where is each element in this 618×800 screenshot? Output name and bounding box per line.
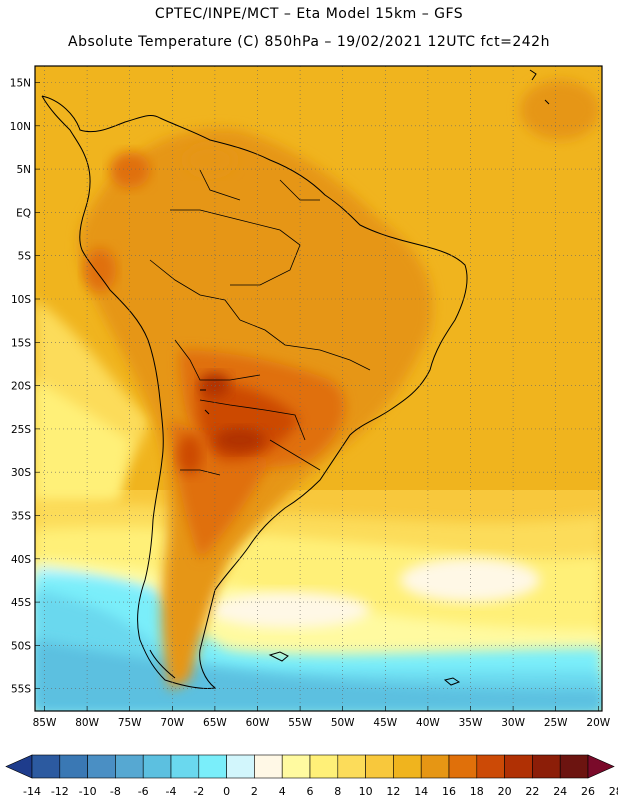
colorbar-label: 12: [386, 785, 400, 798]
colorbar-swatch: [115, 754, 144, 779]
colorbar-label: -2: [193, 785, 204, 798]
lon-label: 30W: [501, 717, 525, 729]
lat-label: 45S: [11, 597, 31, 609]
lon-label: 40W: [416, 717, 440, 729]
lat-label: 10N: [10, 121, 31, 133]
colorbar-label: 24: [553, 785, 567, 798]
lat-label: 20S: [11, 381, 31, 393]
colorbar-label: 16: [442, 785, 456, 798]
lat-label: 25S: [11, 424, 31, 436]
colorbar-label: 6: [307, 785, 314, 798]
colorbar-swatch: [476, 754, 505, 779]
lon-label: 25W: [544, 717, 568, 729]
colorbar-swatch: [337, 754, 366, 779]
lon-label: 70W: [160, 717, 184, 729]
map-frame: [34, 65, 603, 712]
colorbar-label: 8: [334, 785, 341, 798]
colorbar-label: -14: [23, 785, 41, 798]
colorbar-swatch: [559, 754, 589, 779]
colorbar-swatch: [142, 754, 172, 779]
temperature-field: [35, 66, 602, 711]
colorbar-label: 10: [359, 785, 373, 798]
lat-label: 55S: [11, 684, 31, 696]
colorbar-label: 4: [279, 785, 286, 798]
lon-label: 45W: [373, 717, 397, 729]
colorbar-label: -6: [138, 785, 149, 798]
lon-label: 85W: [33, 717, 57, 729]
lon-label: 20W: [586, 717, 610, 729]
colorbar-label: 18: [470, 785, 484, 798]
title-line-1: CPTEC/INPE/MCT – Eta Model 15km – GFS: [154, 6, 464, 22]
colorbar-swatch: [281, 754, 311, 779]
coastline: [41, 69, 550, 689]
colorbar-label: -12: [51, 785, 69, 798]
colorbar-swatch: [448, 754, 478, 779]
lat-label: 5S: [18, 251, 32, 263]
colorbar-label: 22: [525, 785, 539, 798]
colorbar-swatch: [365, 754, 394, 779]
lat-label: EQ: [16, 207, 31, 219]
colorbar-label: 14: [414, 785, 428, 798]
colorbar-swatch: [170, 754, 200, 779]
lon-label: 80W: [75, 717, 99, 729]
colorbar-swatch: [198, 754, 227, 779]
colorbar-swatch: [226, 754, 255, 779]
colorbar: -14 -12 -10 -8 -6 -4 -2 0 2 4 6 8 10 12 14 16 18 20 22 24 26…: [5, 754, 618, 798]
longitude-labels: 85W 80W 75W 70W 65W 60W 55W 50W 45W 40W 35W 30W 25W 2…: [33, 717, 611, 729]
colorbar-label: 2: [251, 785, 258, 798]
colorbar-label: -10: [79, 785, 97, 798]
colorbar-swatch: [532, 754, 561, 779]
lat-label: 50S: [11, 640, 31, 652]
lat-label: 5N: [16, 164, 31, 176]
lat-label: 30S: [11, 467, 31, 479]
colorbar-swatch: [254, 754, 283, 779]
colorbar-label: 26: [581, 785, 595, 798]
colorbar-swatch: [59, 754, 88, 779]
colorbar-label: 28: [609, 785, 618, 798]
graticule: [35, 66, 602, 711]
lat-label: 10S: [11, 294, 31, 306]
colorbar-swatch: [31, 754, 61, 779]
lon-label: 35W: [459, 717, 483, 729]
country-borders: [149, 169, 371, 476]
colorbar-swatch: [420, 754, 450, 779]
colorbar-label: -8: [110, 785, 121, 798]
lat-label: 35S: [11, 511, 31, 523]
latitude-labels: 15N 10N 5N EQ 5S 10S 15S 20S 25S 30S 35S 40S 45S 50S 5…: [10, 78, 32, 696]
colorbar-swatch: [504, 754, 533, 779]
colorbar-swatch: [393, 754, 422, 779]
lat-label: 40S: [11, 554, 31, 566]
lon-label: 60W: [246, 717, 270, 729]
colorbar-label: 0: [223, 785, 230, 798]
colorbar-label: 20: [498, 785, 512, 798]
title-line-2: Absolute Temperature (C) 850hPa – 19/02/…: [68, 34, 550, 50]
lat-label: 15S: [11, 337, 31, 349]
colorbar-extend-low: [5, 754, 33, 779]
colorbar-label: -4: [166, 785, 177, 798]
lon-label: 65W: [203, 717, 227, 729]
colorbar-swatch: [309, 754, 339, 779]
lon-label: 75W: [118, 717, 142, 729]
lon-label: 50W: [331, 717, 355, 729]
colorbar-extend-high: [587, 754, 615, 779]
lat-label: 15N: [10, 78, 31, 90]
lon-label: 55W: [288, 717, 312, 729]
colorbar-swatch: [87, 754, 116, 779]
